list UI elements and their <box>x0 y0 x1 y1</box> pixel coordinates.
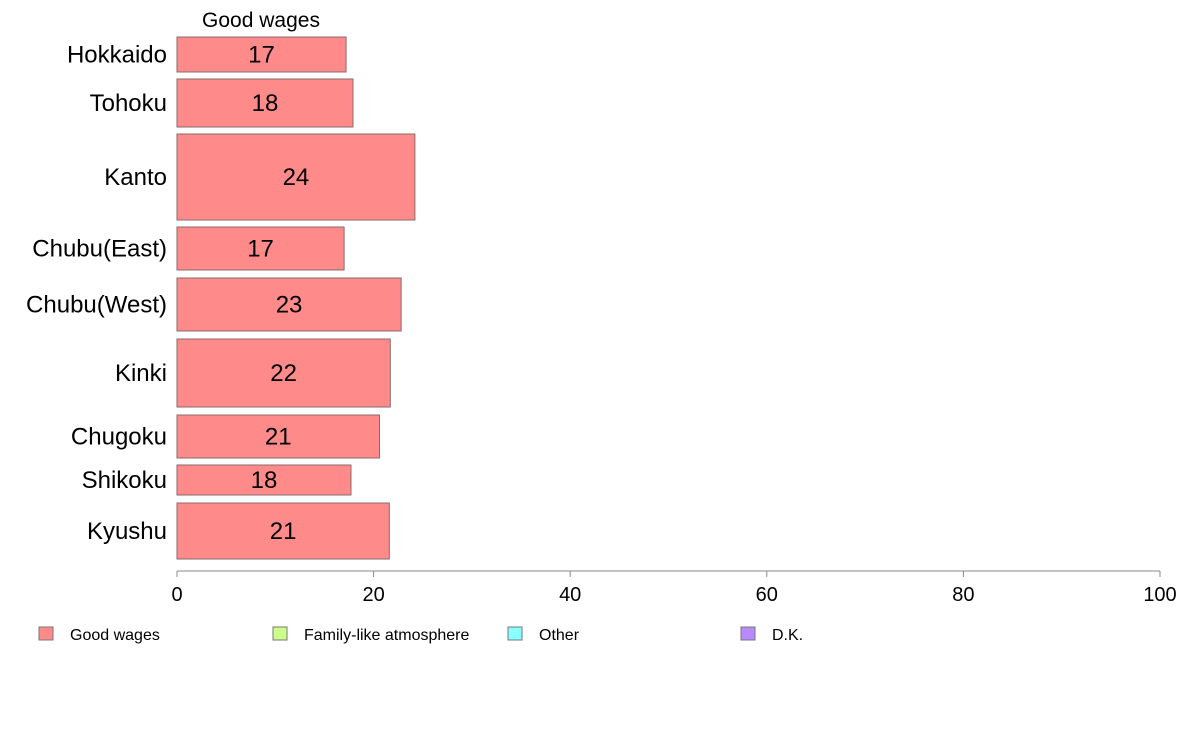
x-tick-label: 100 <box>1143 584 1176 606</box>
bar <box>176 338 391 408</box>
bar <box>176 464 352 496</box>
bar <box>176 414 380 459</box>
bar <box>176 36 347 73</box>
legend: Good wages Family-like atmosphere Other D.K… <box>38 626 803 644</box>
bar <box>176 226 345 271</box>
x-tick-label: 0 <box>171 584 182 606</box>
legend-label: D.K. <box>772 627 803 644</box>
category-label: Shikoku <box>82 467 167 494</box>
category-label: Chubu(West) <box>26 292 167 319</box>
legend-label: Family-like atmosphere <box>304 627 469 644</box>
bar-value-label: 17 <box>248 42 275 69</box>
category-label: Tohoku <box>90 90 167 117</box>
category-label: Chugoku <box>71 424 167 451</box>
legend-label: Good wages <box>70 627 160 644</box>
x-axis-ticks: 0 20 40 60 80 100 <box>171 571 1177 606</box>
legend-swatch <box>507 626 523 641</box>
x-tick-label: 60 <box>756 584 778 606</box>
legend-label: Other <box>539 627 580 644</box>
bars-group: 17 Hokkaido 18 Tohoku 24 Kanto 17 Chubu(East) 23… <box>26 36 416 560</box>
bar-value-label: 21 <box>265 424 292 451</box>
legend-swatch <box>272 626 288 641</box>
category-label: Kinki <box>115 360 167 387</box>
bar <box>176 133 416 221</box>
bar-value-label: 18 <box>252 90 279 117</box>
bar-value-label: 18 <box>251 467 278 494</box>
category-label: Kanto <box>104 164 167 191</box>
bar <box>176 277 402 332</box>
series-column-header: Good wages <box>202 9 320 32</box>
category-label: Chubu(East) <box>32 236 167 263</box>
bar-value-label: 23 <box>276 292 303 319</box>
bar <box>176 78 354 128</box>
bar-value-label: 21 <box>270 518 297 545</box>
category-label: Kyushu <box>87 518 167 545</box>
bar-value-label: 17 <box>247 236 274 263</box>
x-tick-label: 20 <box>362 584 384 606</box>
x-tick-label: 40 <box>559 584 581 606</box>
legend-swatch <box>38 626 54 641</box>
bar-value-label: 24 <box>283 164 310 191</box>
x-tick-label: 80 <box>952 584 974 606</box>
legend-swatch <box>740 626 756 641</box>
bar-value-label: 22 <box>270 360 297 387</box>
category-label: Hokkaido <box>67 42 167 69</box>
bar <box>176 502 390 560</box>
